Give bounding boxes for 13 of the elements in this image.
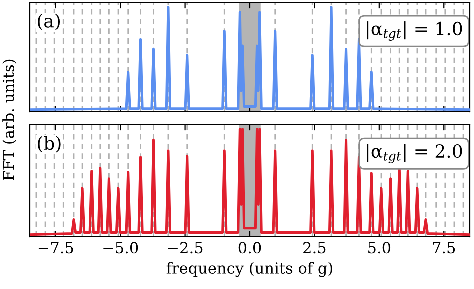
x-tick-label: 0.0 bbox=[238, 242, 262, 254]
x-tick-label: 2.5 bbox=[304, 242, 326, 254]
x-tick-label: 7.5 bbox=[433, 242, 456, 254]
x-tick-label: −7.5 bbox=[38, 242, 74, 254]
annotation: (b) bbox=[38, 136, 61, 153]
annotation: (a) bbox=[38, 14, 60, 30]
y-axis-title: FFT (arb. units) bbox=[2, 60, 17, 180]
x-tick-label: 5.0 bbox=[368, 242, 391, 254]
annotation: |α$_{tgt}$| = 2.0 bbox=[367, 144, 462, 164]
annotation: |α$_{tgt}$| = 1.0 bbox=[367, 22, 462, 41]
x-tick-label: −5.0 bbox=[104, 242, 138, 254]
x-tick-label: −2.5 bbox=[168, 242, 203, 254]
x-axis-title: frequency (units of g) bbox=[166, 262, 332, 278]
